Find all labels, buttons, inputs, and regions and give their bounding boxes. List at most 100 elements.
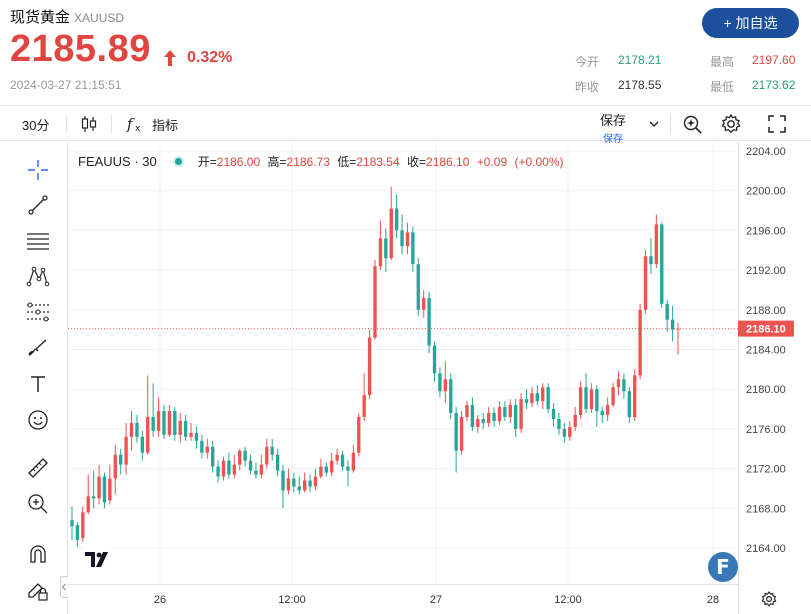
candle-body	[286, 478, 291, 491]
candle	[346, 460, 350, 487]
candle-body	[459, 416, 464, 451]
settings-button[interactable]	[720, 106, 742, 142]
candle-body	[81, 512, 85, 539]
toolbar-divider	[670, 115, 671, 133]
last-price-tag	[738, 320, 794, 337]
chevron-down-icon	[649, 121, 659, 127]
candle-body	[340, 454, 345, 467]
indicators-label: 指标	[152, 117, 179, 133]
tradingview-logo[interactable]	[82, 547, 112, 576]
candle-body	[308, 480, 312, 487]
collapse-toolbar-handle[interactable]	[60, 576, 68, 598]
candle-body	[654, 224, 659, 265]
candle-body	[227, 460, 231, 475]
pattern-tool[interactable]	[22, 260, 54, 292]
fxstreet-badge-icon[interactable]: F	[708, 552, 738, 582]
zoom-in-tool[interactable]	[22, 488, 54, 520]
candle-body	[573, 415, 577, 427]
horizontal-lines-tool[interactable]	[22, 225, 54, 257]
candle	[275, 448, 280, 477]
toolbar-divider	[66, 115, 67, 133]
trendline-tool[interactable]	[22, 189, 54, 221]
time-tick-label: 28	[707, 594, 719, 606]
search-spark-icon	[683, 115, 702, 134]
candle	[438, 367, 442, 398]
candle	[660, 222, 664, 308]
candle-body	[259, 464, 264, 475]
save-menu-chevron[interactable]	[648, 106, 660, 142]
candle	[259, 454, 264, 479]
candle	[194, 426, 199, 449]
candle	[562, 422, 567, 443]
candle-body	[541, 387, 545, 402]
candle-body	[486, 413, 491, 423]
candle	[622, 373, 626, 400]
lock-drawings-tool[interactable]	[22, 574, 54, 606]
fib-tool[interactable]	[22, 296, 54, 328]
candle-body	[194, 432, 199, 441]
candle	[286, 468, 291, 495]
current-price: 2185.89	[10, 28, 151, 70]
add-watchlist-button[interactable]: + 加自选	[702, 8, 799, 38]
candle	[70, 506, 74, 541]
candle-body	[183, 420, 188, 437]
candle-body	[649, 256, 653, 265]
stat-high: 最高 2197.60	[710, 53, 800, 70]
candle-body	[476, 418, 480, 427]
price-tick-label: 2196.00	[746, 225, 786, 237]
text-tool[interactable]	[22, 368, 54, 400]
fullscreen-button[interactable]	[767, 106, 787, 142]
svg-text:x: x	[135, 124, 141, 133]
stat-prev-label: 昨收	[575, 80, 600, 94]
candle	[124, 422, 128, 475]
candle-body	[378, 238, 383, 267]
candle	[91, 470, 96, 509]
candlestick-icon	[81, 116, 97, 132]
candle	[595, 385, 599, 427]
candle-body	[281, 470, 285, 491]
save-sublabel: 保存	[603, 134, 623, 145]
indicators-button[interactable]: f x 指标	[126, 106, 178, 142]
candle-body	[524, 399, 529, 404]
candle-body	[302, 480, 307, 491]
chart-area[interactable]: 2164.00 2168.00 2172.00 2176.00 2180.00 2184.…	[68, 142, 811, 614]
candle-body	[86, 496, 90, 513]
candle-body	[470, 405, 475, 427]
chevron-left-icon	[61, 583, 66, 591]
candle-body	[189, 432, 193, 437]
interval-selector[interactable]: 30分	[22, 117, 50, 133]
candle-body	[622, 379, 626, 392]
candle	[330, 452, 334, 477]
candle-body	[481, 418, 485, 423]
candle-body	[216, 466, 220, 477]
save-button[interactable]: 保存 保存	[598, 110, 628, 145]
candle-body	[178, 420, 182, 435]
price-axis-labels: 2164.00 2168.00 2172.00 2176.00 2180.00 2184.…	[746, 146, 786, 555]
candle-body	[514, 405, 518, 429]
candle	[265, 438, 269, 469]
crosshair-tool[interactable]	[22, 154, 54, 186]
instrument-title: 现货黄金 XAUUSD	[10, 6, 124, 27]
legend-open-label: 开=	[197, 155, 217, 169]
price-chart[interactable]: 2164.00 2168.00 2172.00 2176.00 2180.00 2184.…	[68, 142, 811, 614]
candle-body	[75, 525, 80, 541]
scale-settings-button[interactable]	[760, 590, 778, 608]
candle-body	[384, 238, 388, 259]
ohlc-legend: FEAUUS · 30 开=2186.00 高=2186.73 低=2183.54…	[78, 153, 568, 170]
candle-body	[221, 460, 226, 477]
quick-search-button[interactable]	[682, 106, 704, 142]
magnet-tool[interactable]	[22, 538, 54, 570]
ruler-icon	[28, 458, 48, 478]
candle-body	[643, 256, 648, 310]
legend-change: +0.09	[476, 155, 508, 169]
ruler-tool[interactable]	[22, 452, 54, 484]
stat-open-value: 2178.21	[618, 53, 662, 67]
fullscreen-icon	[768, 115, 786, 133]
brush-tool[interactable]	[22, 332, 54, 364]
candle-body	[91, 496, 96, 499]
candle-type-button[interactable]	[80, 106, 98, 142]
candle-body	[578, 387, 583, 416]
candle	[324, 462, 328, 477]
candle-body	[151, 416, 155, 431]
emoji-tool[interactable]	[22, 404, 54, 436]
